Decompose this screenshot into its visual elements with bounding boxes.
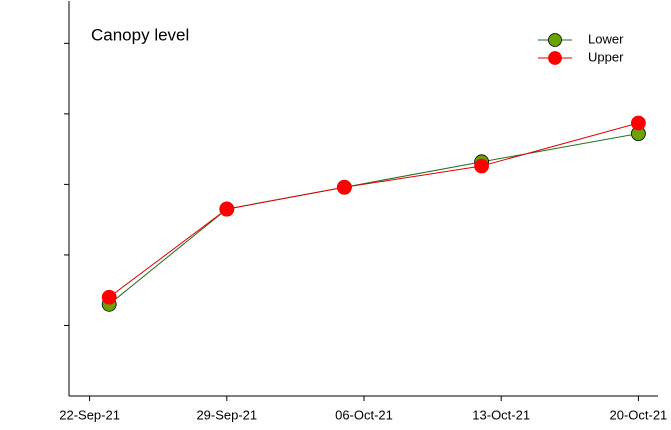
series-line: [108, 122, 639, 298]
x-tick-label: 20-Oct-21: [609, 407, 667, 422]
x-tick-label: 29-Sep-21: [196, 407, 257, 422]
marker: [101, 289, 117, 305]
x-tick-label: 06-Oct-21: [335, 407, 393, 422]
x-tick-label: 13-Oct-21: [472, 407, 530, 422]
legend-label: Upper: [588, 49, 624, 64]
marker: [474, 158, 490, 174]
marker: [219, 201, 235, 217]
marker: [631, 115, 646, 131]
legend-marker: [548, 33, 562, 47]
legend-title: Canopy level: [91, 25, 189, 44]
series-line: [108, 133, 639, 305]
legend-label: Lower: [588, 31, 624, 46]
x-tick-label: 22-Sep-21: [59, 407, 120, 422]
marker: [336, 179, 352, 195]
legend-marker: [548, 51, 562, 65]
